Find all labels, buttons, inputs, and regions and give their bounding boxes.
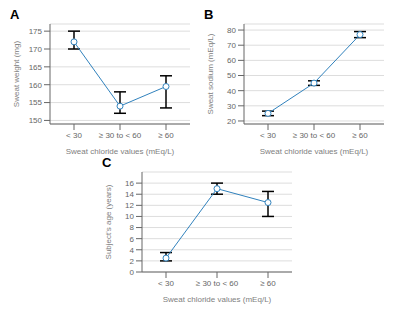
- svg-text:≥ 30 to < 60: ≥ 30 to < 60: [293, 131, 336, 140]
- svg-text:Sweat chloride values (mEq/L): Sweat chloride values (mEq/L): [163, 295, 272, 304]
- svg-text:< 30: < 30: [260, 131, 276, 140]
- svg-text:Subject's age (years): Subject's age (years): [104, 184, 113, 259]
- svg-text:≥ 60: ≥ 60: [158, 131, 174, 140]
- svg-text:≥ 60: ≥ 60: [352, 131, 368, 140]
- html-text:C: C: [102, 155, 112, 170]
- svg-text:30: 30: [227, 102, 236, 111]
- svg-text:≥ 60: ≥ 60: [260, 279, 276, 288]
- svg-text:< 30: < 30: [158, 279, 174, 288]
- svg-text:14: 14: [125, 190, 134, 199]
- svg-text:40: 40: [227, 87, 236, 96]
- svg-text:10: 10: [125, 212, 134, 221]
- svg-text:≥ 30 to < 60: ≥ 30 to < 60: [99, 131, 142, 140]
- html-text:B: B: [204, 7, 214, 22]
- svg-text:170: 170: [29, 45, 43, 54]
- svg-text:20: 20: [227, 117, 236, 126]
- svg-text:70: 70: [227, 41, 236, 50]
- svg-text:8: 8: [130, 223, 135, 232]
- svg-text:0: 0: [130, 268, 135, 277]
- html-text:A: A: [10, 7, 20, 22]
- svg-text:165: 165: [29, 63, 43, 72]
- svg-text:160: 160: [29, 81, 43, 90]
- svg-text:Sweat chloride values (mEq/L): Sweat chloride values (mEq/L): [260, 147, 369, 156]
- svg-text:175: 175: [29, 27, 43, 36]
- svg-text:60: 60: [227, 56, 236, 65]
- svg-text:50: 50: [227, 71, 236, 80]
- svg-text:Sweat chloride values (mEq/L): Sweat chloride values (mEq/L): [66, 147, 175, 156]
- svg-text:12: 12: [125, 201, 134, 210]
- svg-text:6: 6: [130, 235, 135, 244]
- svg-text:150: 150: [29, 116, 43, 125]
- svg-text:≥ 30 to < 60: ≥ 30 to < 60: [196, 279, 239, 288]
- svg-text:Sweat weight (mg): Sweat weight (mg): [12, 41, 21, 108]
- svg-text:80: 80: [227, 26, 236, 35]
- svg-text:155: 155: [29, 98, 43, 107]
- svg-text:Sweat sodium (mEq/L): Sweat sodium (mEq/L): [206, 33, 215, 114]
- svg-text:4: 4: [130, 246, 135, 255]
- svg-text:2: 2: [130, 257, 135, 266]
- svg-text:< 30: < 30: [66, 131, 82, 140]
- svg-text:16: 16: [125, 179, 134, 188]
